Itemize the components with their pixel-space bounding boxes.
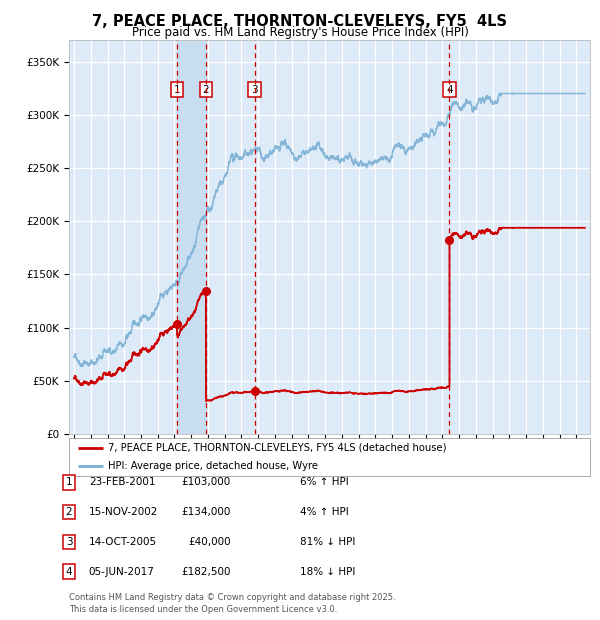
Text: 05-JUN-2017: 05-JUN-2017 — [89, 567, 155, 577]
Text: 4% ↑ HPI: 4% ↑ HPI — [300, 507, 349, 517]
Text: 3: 3 — [251, 84, 258, 94]
Text: 18% ↓ HPI: 18% ↓ HPI — [300, 567, 355, 577]
Text: £182,500: £182,500 — [182, 567, 231, 577]
Text: 4: 4 — [65, 567, 73, 577]
Text: 7, PEACE PLACE, THORNTON-CLEVELEYS, FY5 4LS (detached house): 7, PEACE PLACE, THORNTON-CLEVELEYS, FY5 … — [108, 443, 446, 453]
Text: 1: 1 — [65, 477, 73, 487]
Text: 2: 2 — [203, 84, 209, 94]
Text: £40,000: £40,000 — [188, 537, 231, 547]
Text: HPI: Average price, detached house, Wyre: HPI: Average price, detached house, Wyre — [108, 461, 318, 471]
Text: 1: 1 — [173, 84, 180, 94]
Text: 81% ↓ HPI: 81% ↓ HPI — [300, 537, 355, 547]
Text: 23-FEB-2001: 23-FEB-2001 — [89, 477, 155, 487]
Text: 4: 4 — [446, 84, 453, 94]
Text: 7, PEACE PLACE, THORNTON-CLEVELEYS, FY5  4LS: 7, PEACE PLACE, THORNTON-CLEVELEYS, FY5 … — [92, 14, 508, 29]
Text: £134,000: £134,000 — [182, 507, 231, 517]
Text: 15-NOV-2002: 15-NOV-2002 — [89, 507, 158, 517]
Text: 14-OCT-2005: 14-OCT-2005 — [89, 537, 157, 547]
Text: £103,000: £103,000 — [182, 477, 231, 487]
Text: Price paid vs. HM Land Registry's House Price Index (HPI): Price paid vs. HM Land Registry's House … — [131, 26, 469, 39]
Text: 3: 3 — [65, 537, 73, 547]
Bar — [177, 40, 206, 434]
Text: 6% ↑ HPI: 6% ↑ HPI — [300, 477, 349, 487]
Text: Contains HM Land Registry data © Crown copyright and database right 2025.
This d: Contains HM Land Registry data © Crown c… — [69, 593, 395, 614]
Text: 2: 2 — [65, 507, 73, 517]
